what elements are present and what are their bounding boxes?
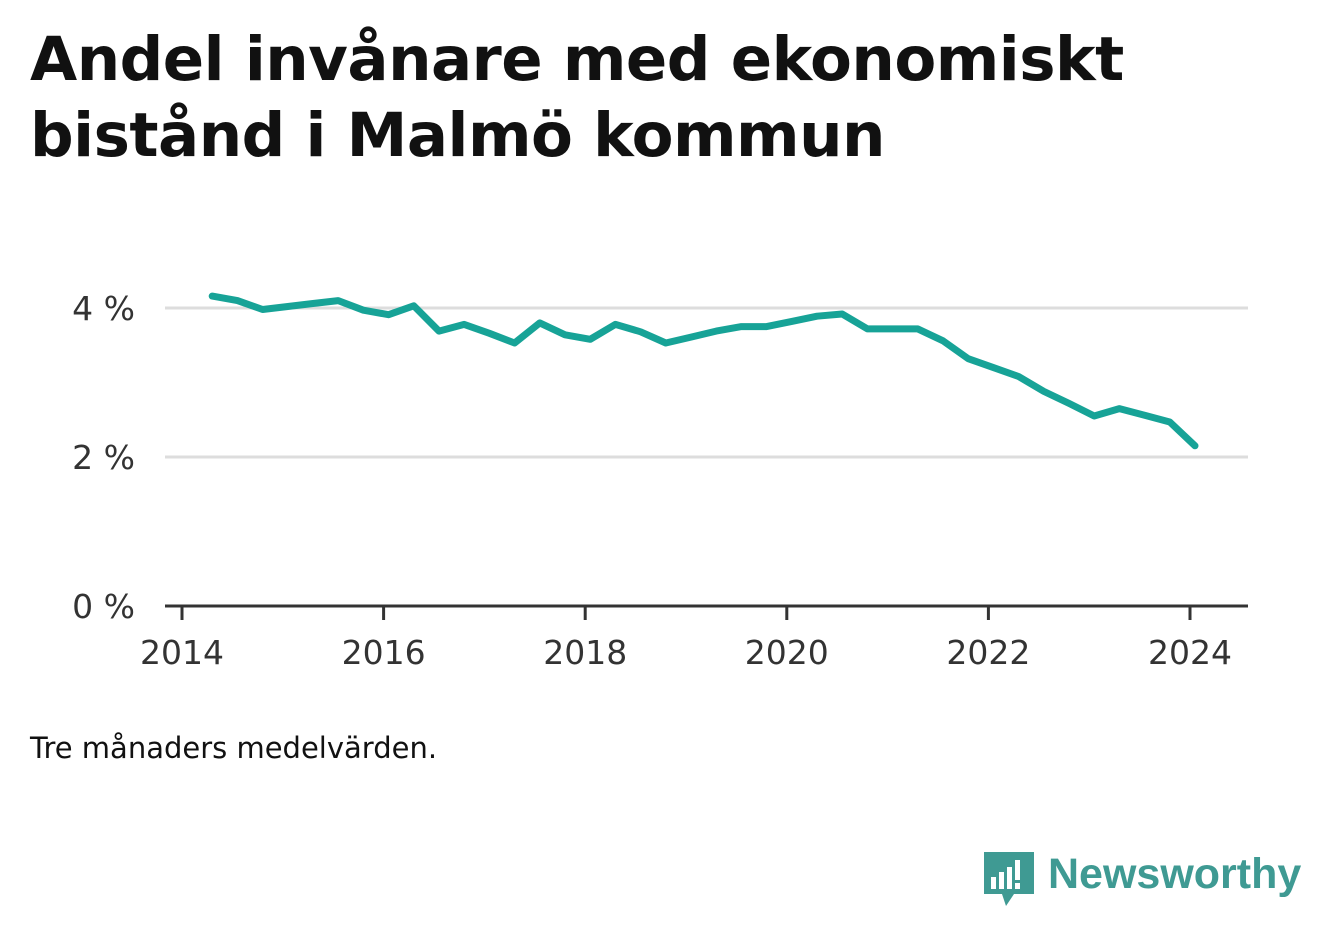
chart-title: Andel invånare med ekonomiskt bistånd i … [30, 24, 1124, 171]
newsworthy-logo-icon [984, 852, 1034, 906]
series-layer [208, 292, 1199, 450]
x-tick-label: 2018 [543, 633, 627, 672]
x-tick-label: 2022 [946, 633, 1030, 672]
x-tick-label: 2016 [342, 633, 426, 672]
x-tick-label: 2020 [745, 633, 829, 672]
newsworthy-logo-text: Newsworthy [1048, 850, 1302, 898]
x-axis-labels: 2014 2016 2018 2020 2022 2024 [140, 606, 1232, 672]
line-chart: 0 % 2 % 4 % 2014 2016 2018 2020 2022 2024 [72, 289, 1248, 672]
newsworthy-logo[interactable]: Newsworthy [980, 848, 1301, 912]
y-tick-label: 0 % [72, 587, 135, 626]
grid-lines [165, 306, 1248, 459]
chart-note: Tre månaders medelvärden. [30, 731, 438, 765]
series-line-0 [208, 292, 1199, 450]
x-tick-label: 2014 [140, 633, 224, 672]
y-tick-label: 2 % [72, 438, 135, 477]
y-axis-labels: 0 % 2 % 4 % [72, 289, 135, 626]
x-tick-label: 2024 [1148, 633, 1232, 672]
y-tick-label: 4 % [72, 289, 135, 328]
